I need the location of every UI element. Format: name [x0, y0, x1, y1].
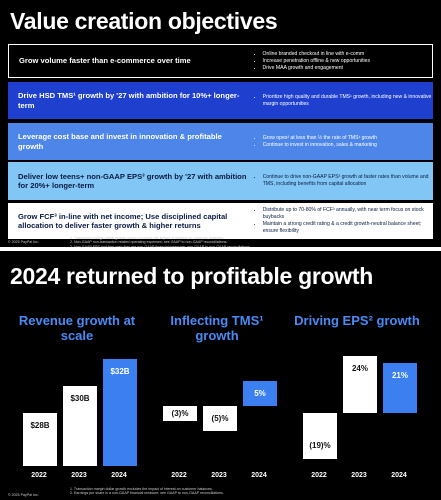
- footnote: 1. Transaction margin dollar growth excl…: [70, 487, 213, 491]
- slide-title: 2024 returned to profitable growth: [10, 263, 373, 289]
- x-tick-label: 2023: [351, 472, 367, 479]
- x-tick-label: 2022: [171, 472, 187, 479]
- bullet-list: Distribute up to 70-80% of FCF³ annually…: [247, 207, 433, 235]
- value-label: 5%: [254, 388, 266, 398]
- bullet-list: Grow opex² at less than ½ the rate of TM…: [247, 135, 433, 149]
- bar: [303, 413, 337, 459]
- bullet-list: Online branded checkout in line with e-c…: [247, 51, 432, 72]
- bullet: Continue to drive non-GAAP EPS³ growth a…: [263, 174, 433, 188]
- objective-text: Drive HSD TMS¹ growth by '27 with ambiti…: [18, 91, 240, 110]
- value-label: (19)%: [309, 440, 331, 450]
- x-tick-label: 2023: [71, 472, 87, 479]
- bar: [103, 359, 137, 466]
- bar: [63, 386, 97, 466]
- footnote: 1. Transaction margin dollar growth show…: [70, 236, 225, 240]
- chart-title: Revenue growth at scale: [18, 313, 136, 343]
- objective-row: Drive HSD TMS¹ growth by '27 with ambiti…: [8, 82, 433, 119]
- bar: [203, 406, 237, 431]
- x-tick-label: 2023: [211, 472, 227, 479]
- objective-text: Leverage cost base and invest in innovat…: [18, 132, 222, 151]
- x-tick-label: 2024: [391, 472, 407, 479]
- footnote: 2. Non-GAAP non-transaction related oper…: [70, 240, 228, 245]
- x-tick-label: 2022: [311, 472, 327, 479]
- objective-text: Grow volume faster than e-commerce over …: [19, 56, 191, 66]
- copyright: © 2025 PayPal Inc.: [8, 240, 39, 244]
- bullet: Maintain a strong credit rating & a cred…: [263, 221, 433, 235]
- bullet: Online branded checkout in line with e-c…: [263, 51, 432, 58]
- bullet: Increase penetration offline & new oppor…: [263, 58, 432, 65]
- objective-text: Deliver low teens+ non-GAAP EPS³ growth …: [18, 171, 247, 191]
- chart-title: Inflecting TMS¹ growth: [170, 313, 264, 343]
- slide-title: Value creation objectives: [10, 8, 278, 34]
- bar: [383, 362, 417, 414]
- x-tick-label: 2024: [111, 472, 127, 479]
- footnote: 2. Earnings per share is a non-GAAP fina…: [70, 491, 224, 496]
- footnote: 3. Non-GAAP EPS and free cash flow are n…: [70, 244, 251, 247]
- bar: [243, 381, 277, 406]
- objective-text: Grow FCF³ in-line with net income; Use d…: [18, 211, 228, 231]
- value-label: $28B: [30, 420, 50, 430]
- copyright: © 2025 PayPal Inc.: [8, 493, 39, 497]
- objective-row: Grow volume faster than e-commerce over …: [8, 44, 433, 78]
- bullet: Prioritize high quality and durable TMS¹…: [263, 94, 433, 108]
- bar: [23, 412, 57, 466]
- slide-growth: 2024 returned to profitable growth © 202…: [0, 251, 441, 500]
- value-label: $30B: [70, 394, 90, 403]
- value-label: (3)%: [171, 408, 189, 418]
- objective-row: Deliver low teens+ non-GAAP EPS³ growth …: [8, 162, 433, 200]
- objective-row: Leverage cost base and invest in innovat…: [8, 123, 433, 160]
- value-label: 21%: [391, 370, 408, 380]
- bullet: Continue to invest in innovation, sales …: [263, 142, 433, 149]
- value-label: 24%: [351, 363, 368, 373]
- bullet-list: Prioritize high quality and durable TMS¹…: [247, 94, 433, 108]
- x-tick-label: 2022: [31, 472, 47, 479]
- slide-objectives: Value creation objectives © 2025 PayPal …: [0, 0, 441, 247]
- bullet: Drive MAA growth and engagement: [263, 65, 432, 72]
- objective-row: Grow FCF³ in-line with net income; Use d…: [8, 203, 433, 239]
- bar: [343, 355, 377, 414]
- x-tick-label: 2024: [251, 472, 267, 479]
- chart-title: Driving EPS² growth: [294, 313, 420, 328]
- value-label: (5)%: [211, 413, 229, 423]
- bullet: Grow opex² at less than ½ the rate of TM…: [263, 135, 433, 142]
- value-label: $32B: [110, 367, 130, 377]
- bar: [163, 406, 197, 421]
- bullet-list: Continue to drive non-GAAP EPS³ growth a…: [247, 174, 433, 188]
- bullet: Distribute up to 70-80% of FCF³ annually…: [263, 207, 433, 221]
